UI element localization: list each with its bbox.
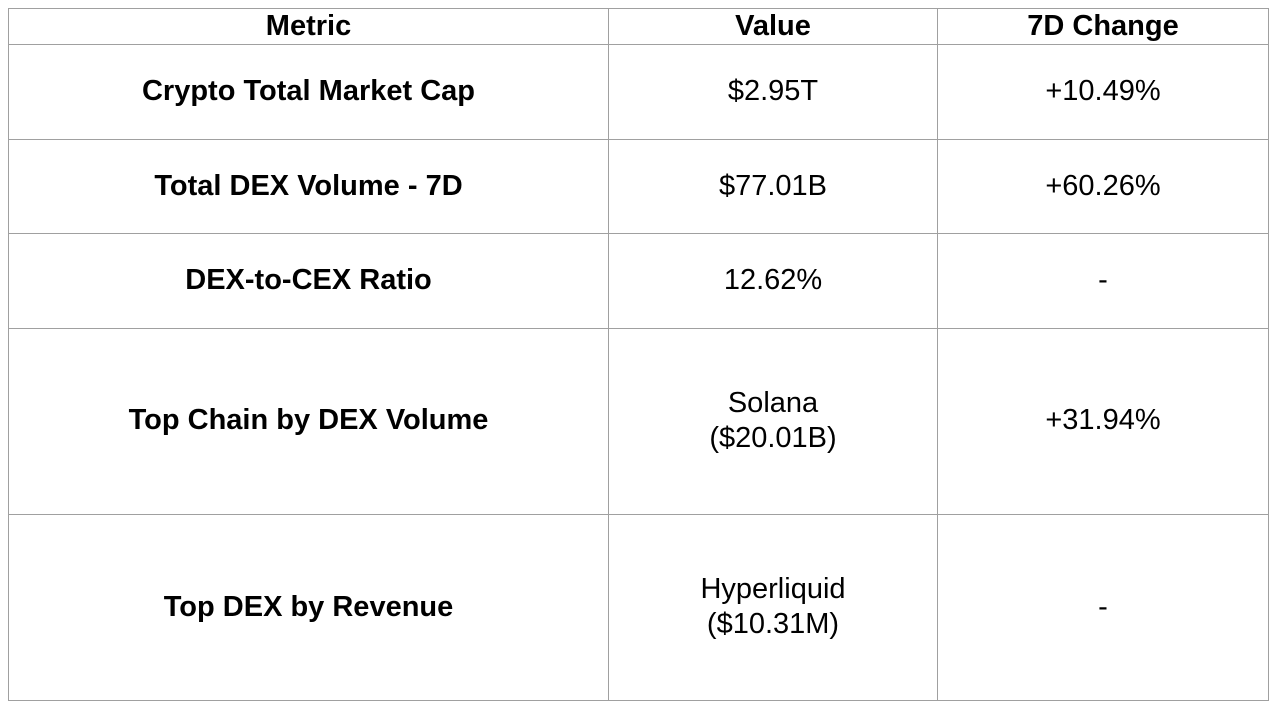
change-cell: -	[937, 513, 1269, 702]
table-row: DEX-to-CEX Ratio 12.62% -	[8, 233, 1269, 329]
metrics-table-container: Metric Value 7D Change Crypto Total Mark…	[8, 7, 1269, 702]
change-cell: -	[937, 233, 1269, 329]
table-header-row: Metric Value 7D Change	[8, 7, 1269, 46]
metrics-table: Metric Value 7D Change Crypto Total Mark…	[8, 7, 1269, 702]
metric-cell: Top Chain by DEX Volume	[8, 327, 609, 515]
metric-cell: DEX-to-CEX Ratio	[8, 233, 609, 329]
value-cell: Hyperliquid ($10.31M)	[608, 513, 938, 702]
change-cell: +31.94%	[937, 327, 1269, 515]
change-cell: +60.26%	[937, 138, 1269, 235]
value-cell: $77.01B	[608, 138, 938, 235]
table-row: Top Chain by DEX Volume Solana ($20.01B)…	[8, 327, 1269, 515]
metric-cell: Total DEX Volume - 7D	[8, 138, 609, 235]
value-cell: Solana ($20.01B)	[608, 327, 938, 515]
metric-cell: Crypto Total Market Cap	[8, 44, 609, 140]
change-cell: +10.49%	[937, 44, 1269, 140]
table-row: Top DEX by Revenue Hyperliquid ($10.31M)…	[8, 513, 1269, 702]
column-header-value: Value	[608, 7, 938, 46]
metric-cell: Top DEX by Revenue	[8, 513, 609, 702]
value-cell: 12.62%	[608, 233, 938, 329]
table-row: Crypto Total Market Cap $2.95T +10.49%	[8, 44, 1269, 140]
table-row: Total DEX Volume - 7D $77.01B +60.26%	[8, 138, 1269, 235]
value-cell: $2.95T	[608, 44, 938, 140]
column-header-metric: Metric	[8, 7, 609, 46]
column-header-7d-change: 7D Change	[937, 7, 1269, 46]
